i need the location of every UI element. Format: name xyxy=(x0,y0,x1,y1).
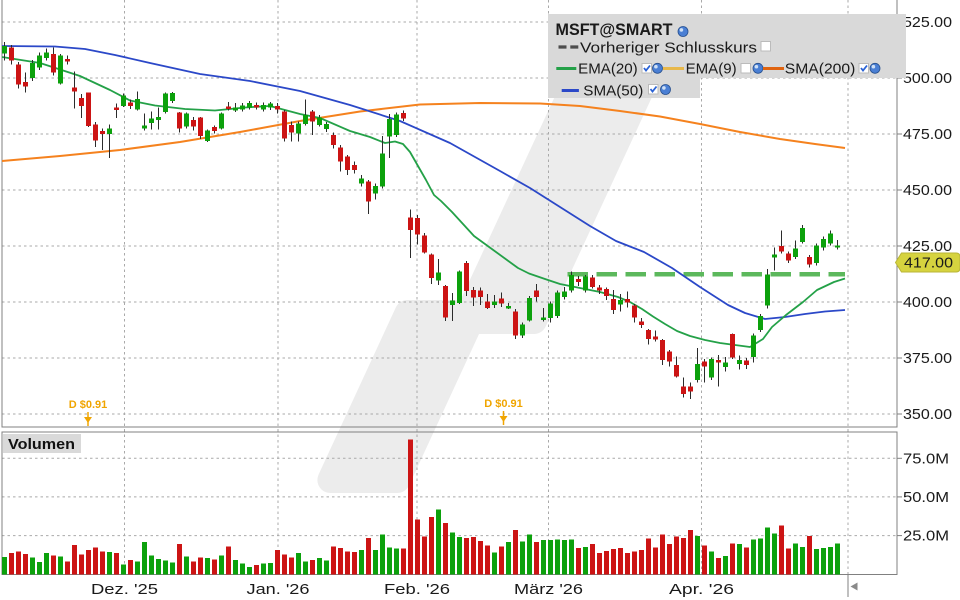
svg-text:Jan. '26: Jan. '26 xyxy=(247,581,310,598)
svg-text:350.00: 350.00 xyxy=(903,406,952,423)
svg-text:D $0.91: D $0.91 xyxy=(69,399,108,411)
svg-text:SMA(200): SMA(200) xyxy=(785,61,856,78)
svg-text:417.00: 417.00 xyxy=(904,255,953,272)
svg-text:EMA(9): EMA(9) xyxy=(686,61,737,78)
svg-text:75.0M: 75.0M xyxy=(903,450,949,467)
svg-text:525.00: 525.00 xyxy=(903,14,952,31)
svg-text:450.00: 450.00 xyxy=(903,182,952,199)
svg-text:475.00: 475.00 xyxy=(903,126,952,143)
svg-text:Vorheriger Schlusskurs: Vorheriger Schlusskurs xyxy=(580,39,757,56)
svg-text:400.00: 400.00 xyxy=(903,294,952,311)
svg-text:Dez. '25: Dez. '25 xyxy=(91,581,158,598)
svg-text:425.00: 425.00 xyxy=(903,238,952,255)
svg-text:EMA(20): EMA(20) xyxy=(578,61,638,78)
svg-text:SMA(50): SMA(50) xyxy=(583,82,643,99)
svg-text:Volumen: Volumen xyxy=(8,437,75,453)
svg-text:500.00: 500.00 xyxy=(903,70,952,87)
svg-text:März '26: März '26 xyxy=(514,581,583,598)
svg-text:50.0M: 50.0M xyxy=(903,489,949,506)
svg-text:Feb. '26: Feb. '26 xyxy=(384,581,450,598)
svg-text:MSFT@SMART: MSFT@SMART xyxy=(556,21,673,39)
svg-text:375.00: 375.00 xyxy=(903,350,952,367)
svg-text:25.0M: 25.0M xyxy=(903,528,949,545)
svg-text:Apr. '26: Apr. '26 xyxy=(669,581,734,598)
svg-text:D $0.91: D $0.91 xyxy=(484,398,523,410)
